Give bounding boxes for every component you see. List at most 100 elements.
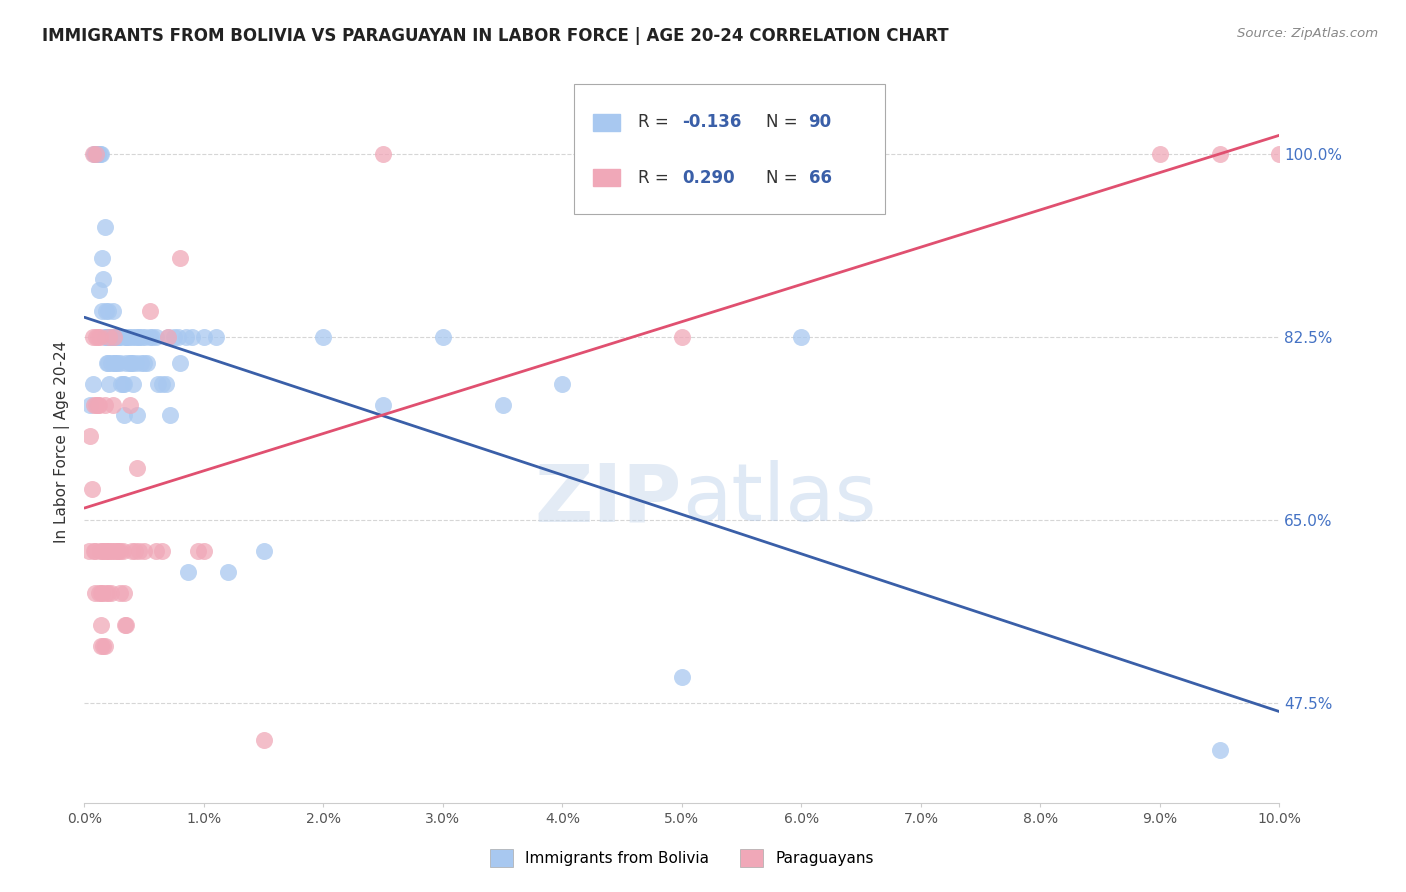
Text: ZIP: ZIP xyxy=(534,460,682,539)
Point xyxy=(124,330,146,344)
Text: Source: ZipAtlas.com: Source: ZipAtlas.com xyxy=(1237,27,1378,40)
Point xyxy=(117,330,139,344)
Point xyxy=(93,272,115,286)
Point xyxy=(157,330,180,344)
Point xyxy=(110,376,132,391)
Point xyxy=(79,398,101,412)
Point xyxy=(124,544,146,558)
Point xyxy=(86,146,108,161)
Point xyxy=(110,586,132,600)
Point xyxy=(114,330,136,344)
Point xyxy=(373,398,395,412)
Point xyxy=(83,544,105,558)
Point xyxy=(93,219,115,234)
Point xyxy=(86,146,108,161)
Point xyxy=(104,544,127,558)
Point xyxy=(90,639,112,653)
Y-axis label: In Labor Force | Age 20-24: In Labor Force | Age 20-24 xyxy=(55,341,70,542)
Point xyxy=(187,544,209,558)
Point xyxy=(1149,146,1171,161)
Text: 90: 90 xyxy=(808,113,832,131)
Point xyxy=(93,639,115,653)
Point xyxy=(132,356,156,370)
Point xyxy=(101,330,124,344)
Point xyxy=(98,376,121,391)
Point xyxy=(159,409,181,423)
Point xyxy=(84,544,107,558)
Point xyxy=(91,544,114,558)
Point xyxy=(118,398,141,412)
Point xyxy=(89,544,111,558)
Point xyxy=(101,544,124,558)
Point xyxy=(112,376,135,391)
Point xyxy=(98,330,121,344)
Text: N =: N = xyxy=(766,169,803,186)
Point xyxy=(166,330,188,344)
Point xyxy=(93,544,115,558)
Point xyxy=(107,330,129,344)
Point xyxy=(103,330,125,344)
Point xyxy=(121,330,143,344)
Point xyxy=(1268,146,1291,161)
Point xyxy=(105,330,128,344)
Point xyxy=(83,398,105,412)
Point xyxy=(253,733,276,747)
Point xyxy=(79,429,101,443)
Point xyxy=(373,146,395,161)
Point xyxy=(86,146,108,161)
Point xyxy=(97,586,120,600)
Point xyxy=(145,330,167,344)
Point xyxy=(671,330,693,344)
Point xyxy=(101,303,124,318)
Point xyxy=(134,330,156,344)
Point xyxy=(103,330,125,344)
Text: R =: R = xyxy=(638,169,673,186)
Point xyxy=(115,617,138,632)
Point xyxy=(91,252,114,266)
Point xyxy=(110,356,132,370)
Point xyxy=(93,398,115,412)
Point xyxy=(125,356,148,370)
Point xyxy=(432,330,454,344)
Point xyxy=(163,330,186,344)
Point xyxy=(148,376,170,391)
Point xyxy=(121,356,143,370)
Point xyxy=(90,617,112,632)
Point xyxy=(90,146,112,161)
Point xyxy=(108,330,131,344)
FancyBboxPatch shape xyxy=(575,84,886,214)
Point xyxy=(86,398,108,412)
Point xyxy=(86,398,108,412)
Point xyxy=(115,330,138,344)
Point xyxy=(91,586,114,600)
Point xyxy=(193,544,215,558)
Point xyxy=(169,252,191,266)
Point xyxy=(82,146,104,161)
Point xyxy=(94,544,117,558)
Point xyxy=(118,356,141,370)
Point xyxy=(155,376,177,391)
Point xyxy=(94,586,117,600)
Point xyxy=(86,330,108,344)
Point xyxy=(217,566,239,580)
Point xyxy=(110,544,132,558)
Point xyxy=(84,586,107,600)
Point xyxy=(86,146,108,161)
Point xyxy=(87,398,110,412)
Point xyxy=(112,409,135,423)
Point xyxy=(101,330,124,344)
Point xyxy=(105,544,128,558)
Point xyxy=(174,330,197,344)
Point xyxy=(1209,146,1232,161)
Point xyxy=(83,146,105,161)
Point xyxy=(181,330,204,344)
Point xyxy=(103,356,125,370)
Point xyxy=(87,586,110,600)
Point xyxy=(114,617,136,632)
Point xyxy=(205,330,228,344)
Point xyxy=(111,376,134,391)
Point xyxy=(97,544,120,558)
Point xyxy=(100,586,122,600)
Point xyxy=(101,398,124,412)
Point xyxy=(100,330,122,344)
